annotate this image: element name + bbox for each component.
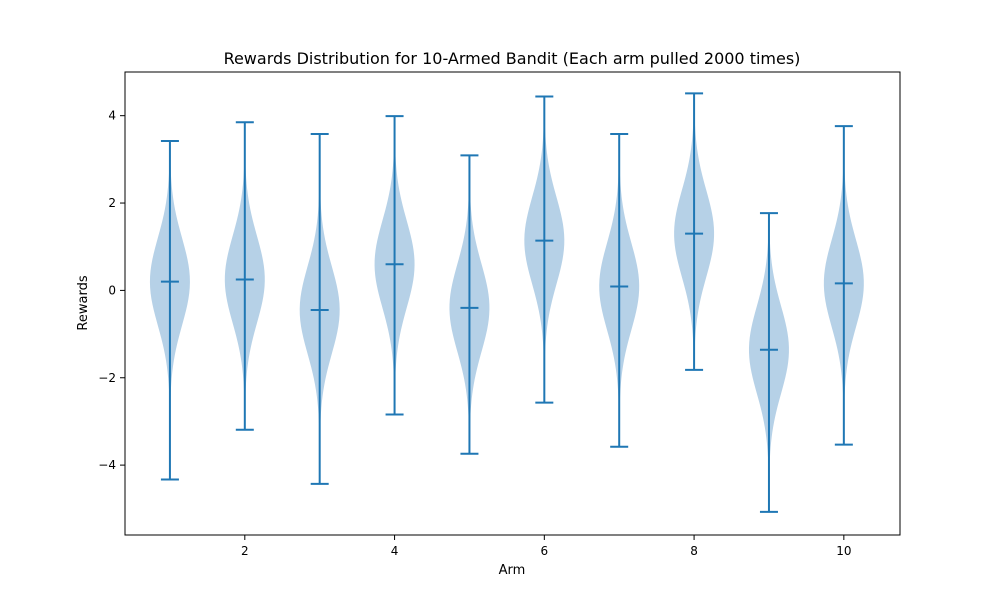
y-tick-label: 4 <box>108 109 116 123</box>
x-tick-label: 6 <box>541 544 549 558</box>
x-axis-ticks: 2 4 6 8 10 <box>241 535 851 558</box>
plot-frame <box>124 71 901 536</box>
y-tick-label: −2 <box>98 371 116 385</box>
x-tick-label: 4 <box>391 544 399 558</box>
x-axis-label: Arm <box>499 563 526 578</box>
x-tick-label: 2 <box>241 544 249 558</box>
y-axis-label: Rewards <box>76 275 91 330</box>
x-tick-label: 10 <box>836 544 851 558</box>
y-axis-ticks: −4 −2 0 2 4 <box>98 109 125 472</box>
y-tick-label: −4 <box>98 458 116 472</box>
y-tick-label: 0 <box>108 283 116 297</box>
y-tick-label: 2 <box>108 196 116 210</box>
x-tick-label: 8 <box>690 544 698 558</box>
violins-group <box>149 92 864 513</box>
chart-title: Rewards Distribution for 10-Armed Bandit… <box>224 49 801 68</box>
